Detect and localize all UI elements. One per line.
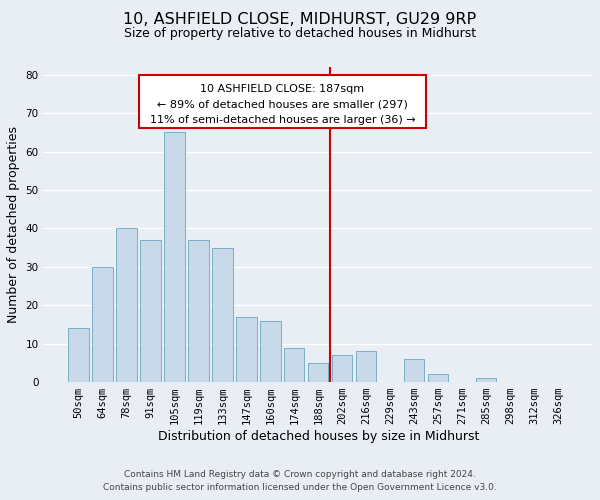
Bar [236, 317, 257, 382]
Bar [356, 352, 376, 382]
Bar [139, 74, 426, 128]
X-axis label: Distribution of detached houses by size in Midhurst: Distribution of detached houses by size … [158, 430, 479, 443]
Bar [332, 355, 352, 382]
Bar [212, 248, 233, 382]
Bar [404, 359, 424, 382]
Bar [476, 378, 496, 382]
Bar [284, 348, 304, 382]
Text: 10 ASHFIELD CLOSE: 187sqm: 10 ASHFIELD CLOSE: 187sqm [200, 84, 364, 94]
Text: Contains HM Land Registry data © Crown copyright and database right 2024.
Contai: Contains HM Land Registry data © Crown c… [103, 470, 497, 492]
Text: ← 89% of detached houses are smaller (297): ← 89% of detached houses are smaller (29… [157, 100, 408, 110]
Bar [308, 363, 328, 382]
Bar [188, 240, 209, 382]
Bar [116, 228, 137, 382]
Bar [164, 132, 185, 382]
Text: 10, ASHFIELD CLOSE, MIDHURST, GU29 9RP: 10, ASHFIELD CLOSE, MIDHURST, GU29 9RP [124, 12, 476, 28]
Text: Size of property relative to detached houses in Midhurst: Size of property relative to detached ho… [124, 28, 476, 40]
Bar [428, 374, 448, 382]
Y-axis label: Number of detached properties: Number of detached properties [7, 126, 20, 323]
Bar [68, 328, 89, 382]
Bar [140, 240, 161, 382]
Bar [92, 267, 113, 382]
Text: 11% of semi-detached houses are larger (36) →: 11% of semi-detached houses are larger (… [149, 115, 415, 125]
Bar [260, 320, 281, 382]
